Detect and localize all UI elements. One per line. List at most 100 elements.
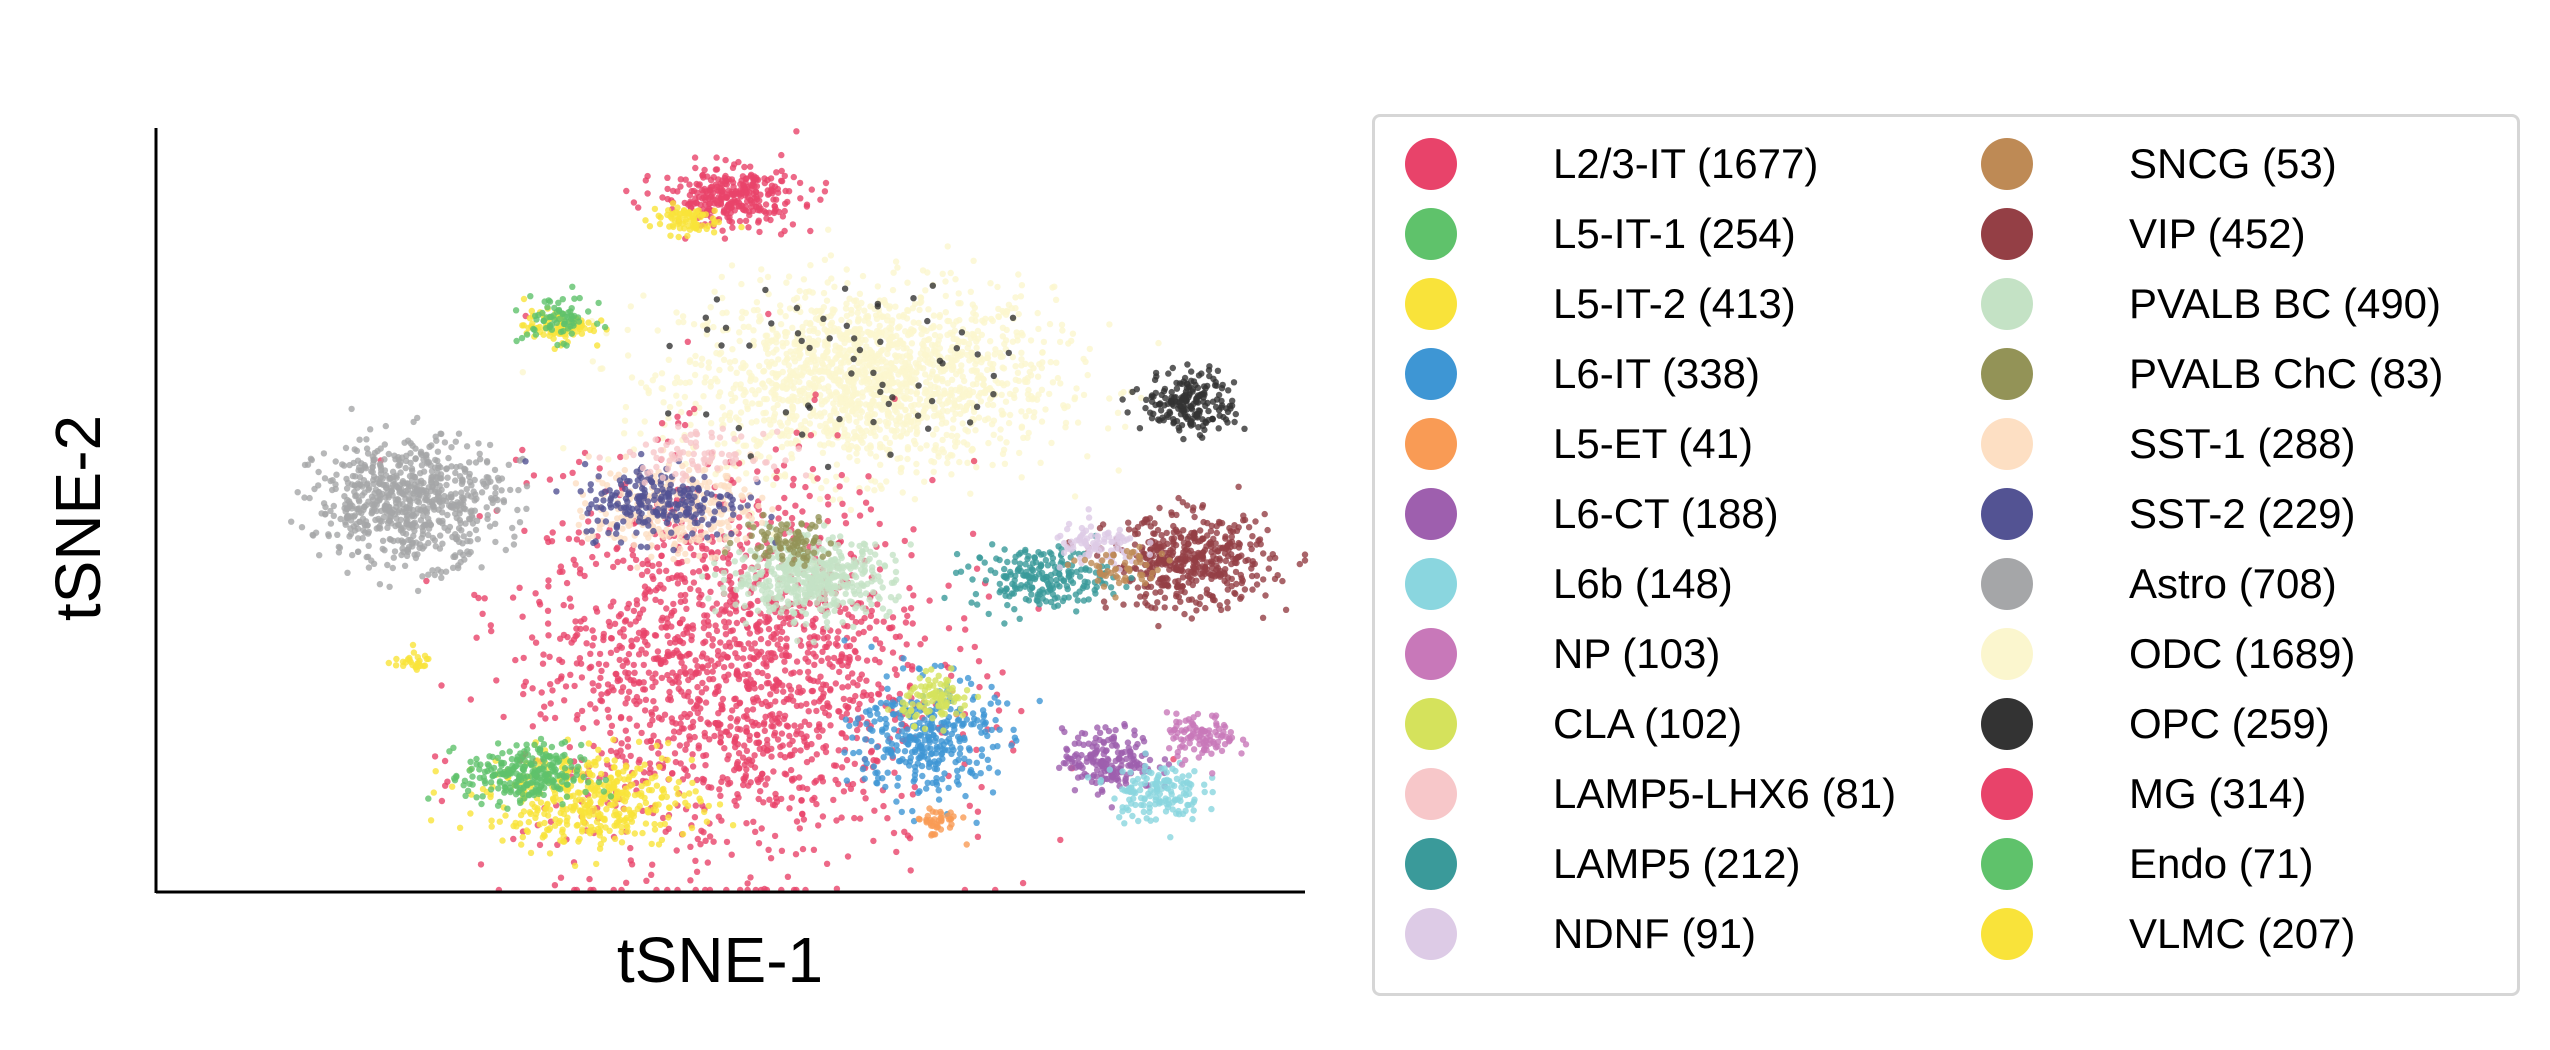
data-point bbox=[398, 454, 406, 461]
data-point bbox=[641, 591, 648, 598]
data-point bbox=[596, 650, 604, 658]
data-point bbox=[468, 482, 475, 489]
data-point bbox=[561, 697, 568, 704]
data-point bbox=[756, 362, 763, 370]
data-point bbox=[812, 382, 819, 389]
data-point bbox=[562, 683, 570, 690]
data-point bbox=[532, 590, 539, 597]
data-point bbox=[607, 747, 615, 755]
data-point bbox=[992, 346, 999, 353]
data-point bbox=[822, 709, 829, 716]
data-point bbox=[994, 283, 1001, 291]
data-point bbox=[800, 276, 808, 283]
data-point bbox=[777, 646, 784, 653]
data-point bbox=[891, 716, 899, 723]
data-point bbox=[705, 622, 712, 629]
data-point bbox=[558, 673, 565, 680]
data-point bbox=[856, 815, 864, 822]
data-point bbox=[659, 814, 667, 822]
data-point bbox=[624, 695, 631, 702]
data-point bbox=[363, 481, 371, 488]
data-point bbox=[939, 375, 946, 383]
data-point bbox=[917, 445, 924, 452]
data-point bbox=[907, 867, 914, 874]
data-point bbox=[846, 642, 854, 650]
data-point bbox=[795, 565, 802, 572]
data-point bbox=[1211, 597, 1218, 604]
data-point bbox=[740, 713, 748, 720]
data-point bbox=[800, 571, 808, 578]
data-point bbox=[690, 579, 698, 586]
data-point bbox=[899, 313, 907, 320]
data-point bbox=[995, 707, 1003, 714]
data-point bbox=[738, 314, 745, 322]
data-point bbox=[670, 607, 678, 615]
data-point bbox=[844, 853, 852, 860]
data-point bbox=[974, 375, 981, 383]
data-point bbox=[428, 442, 435, 449]
data-point bbox=[686, 410, 693, 417]
data-point bbox=[796, 378, 803, 386]
data-point bbox=[987, 338, 994, 345]
data-point bbox=[827, 412, 834, 419]
data-point bbox=[970, 408, 978, 415]
data-point bbox=[764, 736, 771, 744]
data-point bbox=[1217, 606, 1225, 614]
data-point bbox=[935, 385, 942, 392]
data-point bbox=[892, 433, 899, 440]
data-point bbox=[781, 754, 789, 761]
data-point bbox=[448, 444, 455, 451]
data-point bbox=[716, 786, 723, 793]
data-point bbox=[862, 401, 870, 408]
data-point bbox=[999, 669, 1006, 676]
data-point bbox=[333, 471, 340, 478]
data-point bbox=[407, 440, 414, 447]
data-point bbox=[670, 735, 677, 742]
data-point bbox=[515, 486, 522, 494]
data-point bbox=[868, 349, 876, 356]
data-point bbox=[809, 687, 817, 695]
data-point bbox=[822, 595, 829, 603]
data-point bbox=[764, 741, 771, 748]
data-point bbox=[354, 535, 362, 542]
data-point bbox=[1172, 604, 1179, 612]
data-point bbox=[902, 619, 910, 626]
data-point bbox=[1239, 577, 1246, 584]
data-point bbox=[933, 425, 940, 433]
data-point bbox=[967, 288, 974, 295]
data-point bbox=[735, 675, 743, 683]
data-point bbox=[464, 537, 471, 545]
data-point bbox=[859, 389, 866, 396]
data-point bbox=[776, 419, 784, 426]
data-point bbox=[791, 358, 799, 365]
data-point bbox=[823, 624, 831, 631]
data-point bbox=[665, 356, 672, 363]
data-point bbox=[322, 503, 329, 511]
data-point bbox=[906, 426, 914, 433]
data-point bbox=[850, 327, 858, 334]
data-point bbox=[636, 756, 643, 763]
data-point bbox=[494, 506, 501, 514]
data-point bbox=[348, 513, 355, 520]
data-point bbox=[664, 671, 671, 679]
data-point bbox=[578, 539, 586, 546]
data-point bbox=[824, 348, 831, 355]
data-point bbox=[810, 846, 818, 853]
data-point bbox=[707, 378, 715, 386]
data-point bbox=[782, 615, 789, 622]
data-point bbox=[894, 264, 901, 271]
data-point bbox=[660, 399, 667, 406]
data-point bbox=[897, 432, 905, 439]
data-point bbox=[546, 653, 553, 660]
data-point bbox=[913, 460, 920, 468]
data-point bbox=[954, 439, 961, 446]
data-point bbox=[803, 700, 810, 708]
data-point bbox=[745, 574, 752, 581]
data-point bbox=[592, 705, 599, 712]
data-point bbox=[620, 557, 627, 564]
data-point bbox=[843, 756, 851, 764]
data-point bbox=[910, 592, 917, 599]
data-point bbox=[771, 570, 778, 578]
data-point bbox=[726, 779, 734, 787]
data-point bbox=[942, 292, 949, 300]
